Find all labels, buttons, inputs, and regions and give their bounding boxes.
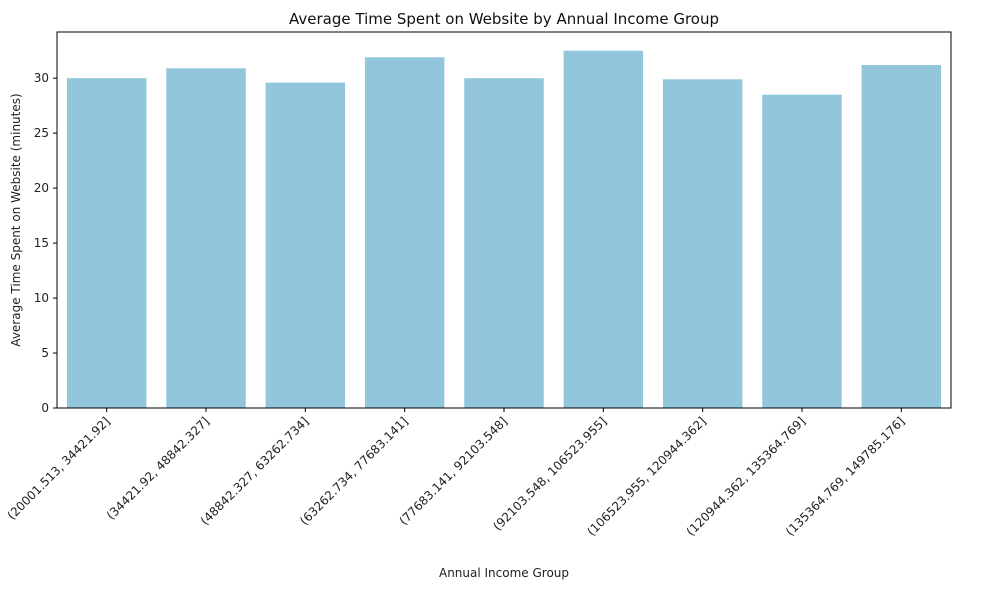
plot-area: 0 5 10 15 20 25 30 (20001.513, 34421.92](34421.…	[4, 31, 952, 539]
bar	[265, 82, 346, 408]
x-tick-label: (48842.327, 63262.734]	[198, 414, 312, 528]
y-tick-label: 5	[41, 346, 49, 360]
y-axis-label: Average Time Spent on Website (minutes)	[9, 93, 23, 346]
y-tick-label: 30	[34, 71, 49, 85]
bar	[762, 94, 842, 409]
x-tick-label: (20001.513, 34421.92]	[4, 414, 112, 522]
bar	[662, 79, 743, 409]
bar	[563, 50, 644, 408]
x-axis-label: Annual Income Group	[439, 566, 569, 580]
bar	[364, 57, 445, 408]
x-tick-label: (63262.734, 77683.141]	[297, 414, 411, 528]
x-tick-label: (106523.955, 120944.362]	[584, 414, 708, 538]
x-tick-label: (34421.92, 48842.327]	[104, 414, 212, 522]
bar	[166, 68, 246, 408]
x-tick-label: (92103.548, 106523.955]	[490, 414, 609, 533]
x-tick-label: (135364.769, 149785.176]	[783, 414, 907, 538]
x-tick-label: (120944.362, 135364.769]	[684, 414, 808, 538]
bar	[464, 78, 544, 409]
x-tick-label: (77683.141, 92103.548]	[396, 414, 510, 528]
y-tick-label: 25	[34, 126, 49, 140]
y-tick-label: 15	[34, 236, 49, 250]
chart-title: Average Time Spent on Website by Annual …	[289, 10, 719, 28]
y-tick-label: 20	[34, 181, 49, 195]
bar	[66, 78, 147, 409]
y-tick-label: 10	[34, 291, 49, 305]
y-tick-label: 0	[41, 401, 49, 415]
bar	[861, 64, 942, 408]
